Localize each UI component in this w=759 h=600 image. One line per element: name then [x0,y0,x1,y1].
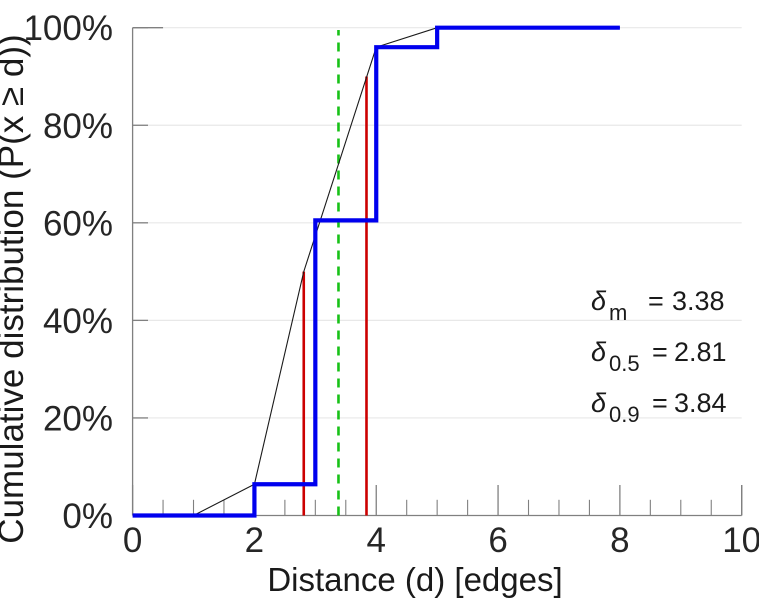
svg-text:2: 2 [245,521,264,560]
svg-text:0.9: 0.9 [609,402,640,427]
svg-text:3.38: 3.38 [672,286,725,316]
svg-text:4: 4 [367,521,386,560]
svg-text:δ: δ [591,286,607,316]
svg-text:80%: 80% [43,107,113,146]
svg-text:Cumulative distribution (P(x ≥: Cumulative distribution (P(x ≥ d)) [0,34,31,543]
svg-text:8: 8 [610,521,629,560]
svg-text:0.5: 0.5 [609,351,640,376]
svg-text:2.81: 2.81 [674,337,727,367]
svg-text:=: = [648,286,664,316]
svg-text:δ: δ [591,388,607,418]
svg-text:=: = [652,337,668,367]
svg-text:δ: δ [591,337,607,367]
svg-text:m: m [609,300,627,325]
svg-text:Distance (d) [edges]: Distance (d) [edges] [267,561,562,598]
svg-text:100%: 100% [23,9,113,48]
svg-text:6: 6 [488,521,507,560]
svg-text:40%: 40% [43,302,113,341]
svg-text:3.84: 3.84 [674,388,727,418]
svg-text:20%: 20% [43,399,113,438]
svg-text:=: = [652,388,668,418]
svg-text:0%: 0% [62,497,113,536]
svg-text:60%: 60% [43,204,113,243]
svg-text:10: 10 [722,521,759,560]
svg-text:0: 0 [123,521,142,560]
